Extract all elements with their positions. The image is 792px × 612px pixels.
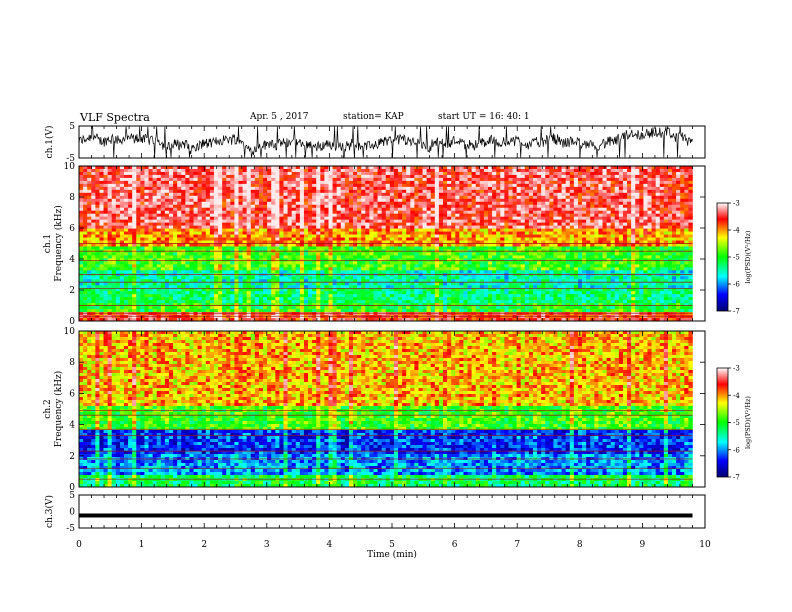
- ch1-colorbar: -3 -4 -5 -6 -7 log(PSD)(V²/Hz): [716, 200, 752, 316]
- time-axis: 0 1 2 3 4 5 6 7 8 9 10 Time (min): [76, 540, 711, 560]
- ch2-spectrogram-colorbar-scale: [716, 367, 729, 478]
- ch1-ytick: 5: [69, 122, 75, 132]
- ch1-trace: [78, 126, 693, 158]
- time-axis-tick: 2: [201, 540, 207, 550]
- ch2-spectrogram-ytick: 10: [64, 327, 76, 337]
- ch2-spectrogram-ytick: 6: [69, 389, 75, 399]
- ch2-spectrogram-colorbar-label: log(PSD)(V²/Hz): [744, 396, 752, 449]
- ch1-spectrogram-ylabel: ch.1: [43, 234, 53, 253]
- ch2-spectrogram-ytick: 0: [69, 483, 75, 493]
- ch1-spectrogram-ytick: 6: [69, 224, 75, 234]
- ch2-spectrogram-ytick: 2: [69, 452, 75, 462]
- ch3-ytick: 0: [69, 508, 75, 518]
- ch2-spectrogram-ytick: 8: [69, 358, 75, 368]
- ch3-ylabel: ch.3(V): [44, 495, 55, 528]
- ch1-spectrogram-colorbar-label: log(PSD)(V²/Hz): [744, 230, 752, 283]
- ch1-spectrogram-ylabel-unit: Frequency (kHz): [53, 205, 64, 282]
- ch1-spectrogram-colorbar-tick: -6: [733, 281, 740, 289]
- ch1-ytick: -5: [66, 154, 75, 164]
- ch2-spectrogram-panel: 0 2 4 6 8 10 ch.2 Frequency (kHz): [43, 327, 706, 493]
- ch2-spectrogram-cells: [79, 331, 693, 488]
- ch1-spectrogram-ytick: 8: [69, 193, 75, 203]
- ch2-spectrogram-colorbar-tick: -5: [733, 419, 740, 427]
- station-label: station= KAP: [343, 112, 404, 122]
- ch2-spectrogram-ylabel-unit: Frequency (kHz): [53, 371, 64, 448]
- ch2-spectrogram-colorbar-tick: -4: [733, 392, 740, 400]
- ch2-spectrogram-ytick: 4: [69, 421, 75, 431]
- ch1-spectrogram-colorbar-tick: -3: [733, 200, 740, 208]
- ch1-spectrogram-colorbar-scale: [716, 202, 729, 312]
- ch2-spectrogram-colorbar-tick: -6: [733, 446, 740, 454]
- ch1-spectrogram-ytick: 4: [69, 255, 75, 265]
- date-label: Apr. 5 , 2017: [250, 112, 309, 122]
- ch2-spectrogram-colorbar-tick: -3: [733, 365, 740, 373]
- ch1-spectrogram-ytick: 10: [64, 162, 76, 172]
- ch1-spectrogram-colorbar-tick: -5: [733, 254, 740, 262]
- chart-title: VLF Spectra: [80, 111, 150, 124]
- ch1-spectrogram-colorbar-tick: -4: [733, 227, 740, 235]
- ch1-spectrogram-ytick: 2: [69, 286, 75, 296]
- ch1-spectrogram-lines: [79, 243, 693, 317]
- ch1-spectrogram-ytick: 0: [69, 317, 75, 327]
- ch1-ylabel: ch.1(V): [44, 126, 55, 159]
- time-axis-tick: 9: [640, 540, 646, 550]
- ch1-waveform-panel: 5 -5 ch.1(V): [44, 122, 706, 164]
- time-axis-tick: 5: [389, 540, 395, 550]
- ch3-ytick: 5: [69, 491, 75, 501]
- ch3-waveform-panel: 5 0 -5 ch.3(V): [44, 491, 706, 534]
- time-axis-tick: 10: [699, 540, 711, 550]
- time-axis-label: Time (min): [367, 549, 417, 560]
- ch2-spectrogram-lines: [79, 410, 693, 480]
- time-axis-tick: 1: [139, 540, 145, 550]
- ch2-colorbar: -3 -4 -5 -6 -7 log(PSD)(V²/Hz): [716, 365, 752, 482]
- ch2-spectrogram-ylabel: ch.2: [43, 399, 53, 418]
- start-time-label: start UT = 16: 40: 1: [438, 112, 530, 122]
- ch3-ytick: -5: [66, 524, 75, 534]
- time-axis-tick: 3: [264, 540, 270, 550]
- time-axis-tick: 7: [514, 540, 520, 550]
- ch2-spectrogram-colorbar-tick: -7: [733, 474, 740, 482]
- time-axis-tick: 8: [577, 540, 583, 550]
- time-axis-tick: 4: [327, 540, 333, 550]
- ch1-spectrogram-colorbar-tick: -7: [733, 308, 740, 316]
- time-axis-tick: 6: [452, 540, 458, 550]
- ch1-spectrogram-panel: 0 2 4 6 8 10 ch.1 Frequency (kHz): [43, 162, 706, 327]
- time-axis-tick: 0: [76, 540, 82, 550]
